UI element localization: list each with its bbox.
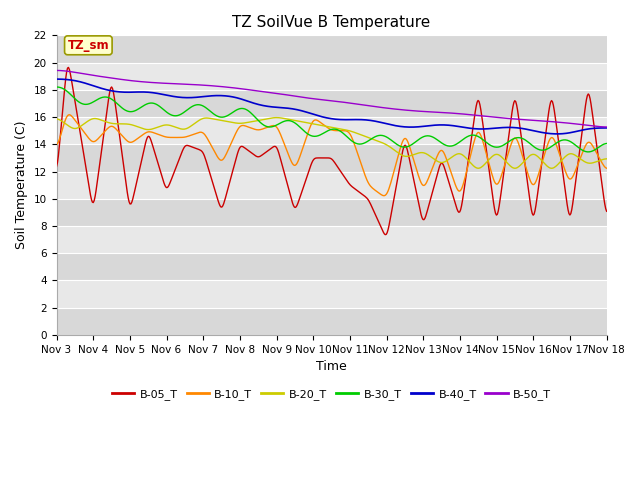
Bar — [56, 36, 607, 62]
Bar — [56, 253, 607, 280]
Bar — [56, 144, 607, 171]
Title: TZ SoilVue B Temperature: TZ SoilVue B Temperature — [232, 15, 431, 30]
Bar — [56, 171, 607, 199]
Bar — [56, 117, 607, 144]
Bar — [56, 62, 607, 90]
Legend: B-05_T, B-10_T, B-20_T, B-30_T, B-40_T, B-50_T: B-05_T, B-10_T, B-20_T, B-30_T, B-40_T, … — [108, 384, 556, 404]
Y-axis label: Soil Temperature (C): Soil Temperature (C) — [15, 121, 28, 250]
Text: TZ_sm: TZ_sm — [68, 39, 109, 52]
Bar — [56, 308, 607, 335]
Bar — [56, 280, 607, 308]
Bar — [56, 90, 607, 117]
Bar — [56, 226, 607, 253]
X-axis label: Time: Time — [316, 360, 347, 373]
Bar — [56, 199, 607, 226]
